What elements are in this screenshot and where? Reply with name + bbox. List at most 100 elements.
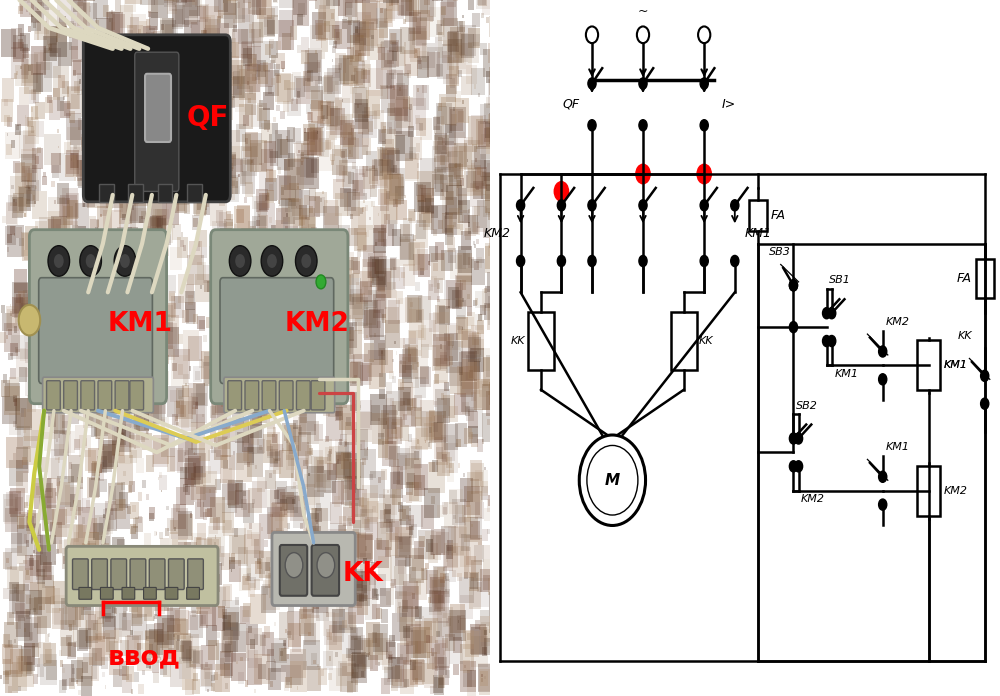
Bar <box>160 18 173 42</box>
Bar <box>75 516 77 520</box>
Bar <box>300 523 303 530</box>
Bar <box>111 552 115 560</box>
Bar <box>312 584 328 613</box>
Bar <box>309 267 315 278</box>
Bar <box>290 551 299 567</box>
Bar <box>292 367 300 381</box>
Bar <box>89 104 100 124</box>
Bar <box>366 307 376 326</box>
Bar <box>195 151 203 164</box>
Bar <box>73 0 86 12</box>
Bar <box>299 404 316 435</box>
Text: KK: KK <box>343 561 384 587</box>
Bar <box>347 327 354 341</box>
Bar <box>257 365 260 370</box>
Bar <box>355 317 362 331</box>
Bar <box>286 654 303 686</box>
Bar <box>35 658 40 667</box>
Bar <box>457 54 466 69</box>
Bar <box>323 269 337 296</box>
Bar <box>160 662 167 674</box>
Bar <box>326 200 328 203</box>
Bar <box>98 631 105 642</box>
Bar <box>301 268 308 281</box>
Bar <box>289 390 302 413</box>
Bar <box>438 40 448 58</box>
Bar <box>223 584 232 601</box>
Bar <box>20 162 25 173</box>
Bar <box>374 574 386 596</box>
Bar <box>382 441 396 466</box>
Bar <box>14 326 17 333</box>
Bar <box>140 0 155 5</box>
Bar <box>258 214 260 217</box>
Bar <box>113 159 117 166</box>
Bar <box>216 209 223 223</box>
Bar <box>402 356 419 388</box>
Bar <box>160 657 161 660</box>
Bar <box>269 41 278 58</box>
Bar <box>164 0 173 3</box>
Bar <box>250 226 256 236</box>
Bar <box>409 555 424 583</box>
Bar <box>411 607 421 626</box>
Bar <box>146 19 150 28</box>
Bar <box>132 90 145 114</box>
Bar <box>211 574 220 592</box>
Bar <box>280 285 283 291</box>
Bar <box>330 109 340 126</box>
Bar <box>312 531 315 536</box>
Bar <box>60 619 74 646</box>
Bar <box>51 408 64 433</box>
Bar <box>201 351 217 379</box>
Bar <box>235 0 245 19</box>
Bar <box>216 102 225 118</box>
Bar <box>457 366 473 395</box>
Bar <box>78 178 83 188</box>
Bar <box>181 580 191 600</box>
Bar <box>85 119 99 145</box>
Bar <box>210 496 225 523</box>
Bar <box>268 86 272 94</box>
Bar <box>350 214 353 219</box>
Bar <box>123 566 135 587</box>
Bar <box>212 606 225 631</box>
Bar <box>441 526 456 553</box>
Bar <box>114 196 123 212</box>
Bar <box>299 189 303 198</box>
Bar <box>338 442 349 461</box>
Bar <box>309 448 313 454</box>
Bar <box>156 320 159 325</box>
Bar <box>105 685 106 688</box>
Bar <box>271 77 275 84</box>
Bar <box>124 0 136 13</box>
Bar <box>259 100 263 106</box>
Bar <box>343 55 359 86</box>
FancyBboxPatch shape <box>29 230 167 404</box>
Bar <box>238 15 254 44</box>
Bar <box>47 505 57 524</box>
Bar <box>303 590 314 612</box>
Bar <box>123 557 129 567</box>
Bar <box>292 97 294 102</box>
Bar <box>204 129 206 134</box>
Bar <box>37 664 44 677</box>
Bar <box>372 633 377 643</box>
Bar <box>477 0 486 5</box>
Bar <box>328 560 345 592</box>
Bar <box>346 381 357 402</box>
Bar <box>151 0 168 19</box>
Bar <box>148 86 154 97</box>
Bar <box>387 490 389 493</box>
Bar <box>238 174 240 177</box>
Bar <box>49 47 50 50</box>
Bar <box>385 504 391 514</box>
Bar <box>82 143 88 155</box>
Bar <box>484 303 493 320</box>
Text: KM1: KM1 <box>885 443 909 452</box>
Bar <box>160 551 167 564</box>
Bar <box>245 680 248 686</box>
Bar <box>219 94 233 120</box>
Bar <box>283 217 290 230</box>
Bar <box>444 424 458 450</box>
